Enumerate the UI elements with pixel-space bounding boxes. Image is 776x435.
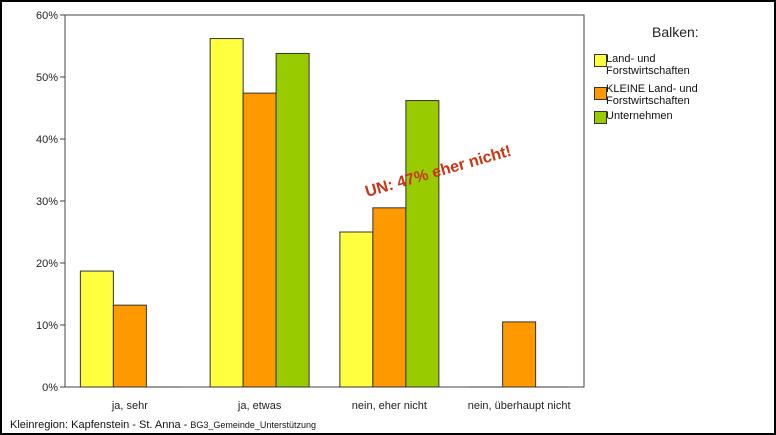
x-tick-label: nein, überhaupt nicht <box>468 400 571 412</box>
bar <box>405 100 440 388</box>
y-tick-label: 40% <box>36 134 58 146</box>
y-tick-label: 60% <box>36 10 58 22</box>
bar <box>502 321 537 388</box>
footer-variable: BG3_Gemeinde_Unterstützung <box>190 420 316 430</box>
bar <box>112 304 147 388</box>
legend-label-line: Land- und <box>606 53 656 65</box>
y-tick-label: 50% <box>36 72 58 84</box>
legend-label-line: KLEINE Land- und <box>606 83 698 95</box>
y-tick-label: 0% <box>42 382 58 394</box>
footer-caption: Kleinregion: Kapfenstein - St. Anna - BG… <box>10 419 316 431</box>
legend-label-line: Forstwirtschaften <box>606 95 690 107</box>
bar <box>372 207 407 388</box>
bar <box>339 231 374 388</box>
legend-swatch-green <box>594 111 607 124</box>
plot-area <box>64 14 585 388</box>
legend-label-line: Forstwirtschaften <box>606 65 690 77</box>
x-tick-label: ja, sehr <box>111 400 148 412</box>
bar <box>209 38 244 388</box>
y-tick-label: 10% <box>36 320 58 332</box>
legend-label-line: Unternehmen <box>606 110 673 122</box>
x-tick-label: nein, eher nicht <box>352 400 427 412</box>
legend-swatch-orange <box>594 87 607 100</box>
bar <box>275 52 310 388</box>
bar <box>242 92 277 388</box>
x-tick-label: ja, etwas <box>237 400 282 412</box>
y-tick-label: 20% <box>36 258 58 270</box>
legend-swatch-yellow <box>594 54 607 67</box>
legend-title: Balken: <box>652 24 699 40</box>
y-tick-label: 30% <box>36 196 58 208</box>
footer-text: Kleinregion: Kapfenstein - St. Anna - <box>10 419 191 431</box>
bar <box>79 270 114 388</box>
